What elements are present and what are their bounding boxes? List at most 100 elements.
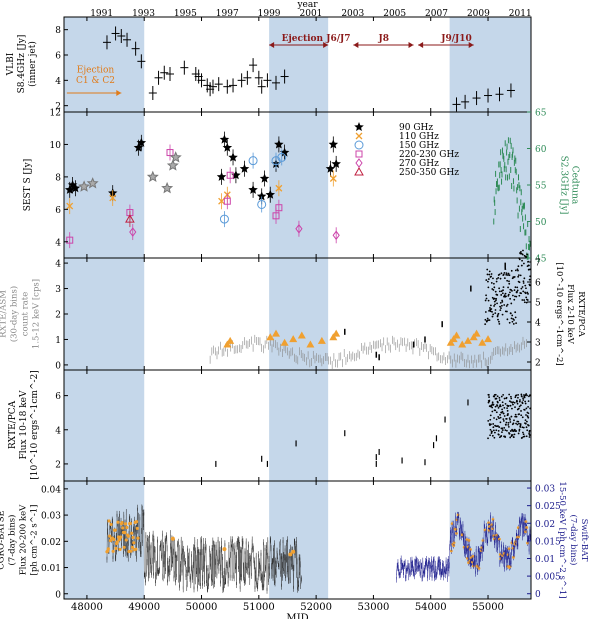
- pca-dot: [502, 273, 505, 276]
- asm-ylabel-line: count rate: [21, 292, 31, 337]
- pca-triangle: [272, 329, 281, 337]
- pca-dot: [503, 277, 506, 279]
- pca-hard-dot: [511, 434, 514, 436]
- sest-gray-star: [169, 151, 182, 163]
- pca-hard-dot: [527, 400, 530, 403]
- batse-ylabel-line: (7-day bins): [7, 515, 18, 566]
- pca-dot: [501, 301, 504, 303]
- x-tick-label: 54000: [415, 602, 447, 613]
- pca-hard-dot: [517, 396, 519, 399]
- sest-gray-star: [78, 180, 91, 192]
- pca-hard-dot: [495, 429, 498, 432]
- pca-dot: [502, 289, 504, 292]
- pca-hard-dot: [519, 423, 522, 425]
- pca-dot: [500, 272, 503, 275]
- batse-flare-point: [113, 528, 117, 532]
- pca-hard-dot: [524, 419, 527, 421]
- pca-triangle: [280, 338, 289, 346]
- pca-hard-dot: [500, 395, 503, 398]
- pca-dot: [498, 273, 501, 276]
- pca-dot: [500, 294, 503, 296]
- x-tick-label: 49000: [128, 602, 160, 613]
- pca-hard-dot: [522, 397, 524, 400]
- pca-dot: [486, 268, 489, 271]
- pca-hard-dot: [515, 394, 518, 397]
- pca-hard-dot: [519, 426, 522, 428]
- pca-dot: [486, 273, 489, 276]
- pca-dot: [494, 303, 496, 306]
- pca-hard-dot: [502, 418, 505, 421]
- pca-hard-dot: [507, 404, 510, 407]
- bat-ylabel-line: (7-day bins): [568, 515, 579, 566]
- pca-hard-dot: [510, 415, 513, 418]
- pca-triangle: [469, 333, 478, 341]
- data-series: [65, 26, 532, 594]
- pca-dot: [508, 321, 511, 324]
- pca-hard-dot: [501, 408, 504, 411]
- pca-dot: [525, 296, 528, 299]
- pca-hard-dot: [514, 406, 516, 409]
- sest-point-0: [222, 142, 233, 152]
- pca-dot: [521, 259, 523, 262]
- pca-hard-dot: [494, 405, 497, 408]
- pca-hard-dot: [522, 433, 525, 436]
- pca-dot: [521, 299, 524, 301]
- sest-point-0: [274, 139, 284, 149]
- pca-dot: [506, 318, 509, 321]
- y-tick-label-right: 50: [535, 218, 547, 228]
- pca-dot: [525, 287, 527, 290]
- pca-dot: [519, 274, 522, 277]
- pca-triangle: [297, 331, 306, 339]
- legend-label: 110 GHz: [399, 132, 439, 142]
- bat-flare-point: [481, 539, 485, 542]
- sest-point-0: [136, 137, 147, 147]
- pca-hard-dot: [523, 409, 526, 411]
- bat-flare-point: [491, 517, 495, 521]
- x-tick-label: 48000: [71, 602, 103, 613]
- batse-flare-point: [109, 522, 113, 527]
- pca-dot: [496, 294, 499, 296]
- pca-dot: [526, 299, 529, 301]
- legend-marker: [355, 158, 363, 168]
- sest-point-3: [226, 171, 234, 179]
- pca-dot: [495, 280, 498, 283]
- x-axis-title: MJD: [286, 613, 308, 619]
- batse-flare-point: [120, 521, 124, 525]
- sest-point-3: [223, 197, 231, 205]
- pca-dot: [522, 262, 525, 265]
- pca-hard-dot: [507, 421, 510, 424]
- pca-hard-dot: [509, 430, 512, 432]
- pca-hard-dot: [519, 404, 522, 407]
- pca-dot: [521, 286, 524, 288]
- pca-dot: [526, 253, 529, 256]
- pca-hard-dot: [497, 415, 500, 418]
- pca-hard-dot: [512, 436, 515, 439]
- pca-hard-dot: [504, 402, 507, 405]
- batse-flare-point: [288, 552, 293, 557]
- pca-dot: [494, 309, 497, 311]
- pca-hard-dot: [520, 395, 523, 398]
- pca-dot: [506, 310, 508, 313]
- pca-hard-dot: [519, 399, 521, 401]
- legend-label: 90 GHz: [399, 123, 433, 133]
- y-tick-label: 0.02: [41, 538, 61, 548]
- batse-flare-point: [291, 549, 296, 554]
- y-tick-label-right: 0.02: [535, 520, 555, 530]
- pca-triangle: [329, 333, 338, 341]
- pca-hard-dot: [514, 415, 517, 418]
- y-tick-label-right: 0: [535, 590, 541, 600]
- top-tick-label: 1997: [216, 9, 239, 19]
- batse-flare-point: [130, 531, 134, 535]
- pca-dot: [520, 287, 523, 290]
- pca-dot: [516, 289, 519, 292]
- pca-hard-dot: [513, 428, 516, 431]
- batse-flare-point: [222, 547, 227, 552]
- pca-hard-dot: [490, 432, 493, 435]
- pca-dot: [520, 250, 522, 253]
- pca-hard-dot: [497, 429, 500, 432]
- x-tick-label: 52000: [300, 602, 332, 613]
- y-tick-label: 4: [55, 77, 61, 87]
- pca-hard-dot: [529, 394, 532, 397]
- top-tick-label: 1991: [90, 9, 113, 19]
